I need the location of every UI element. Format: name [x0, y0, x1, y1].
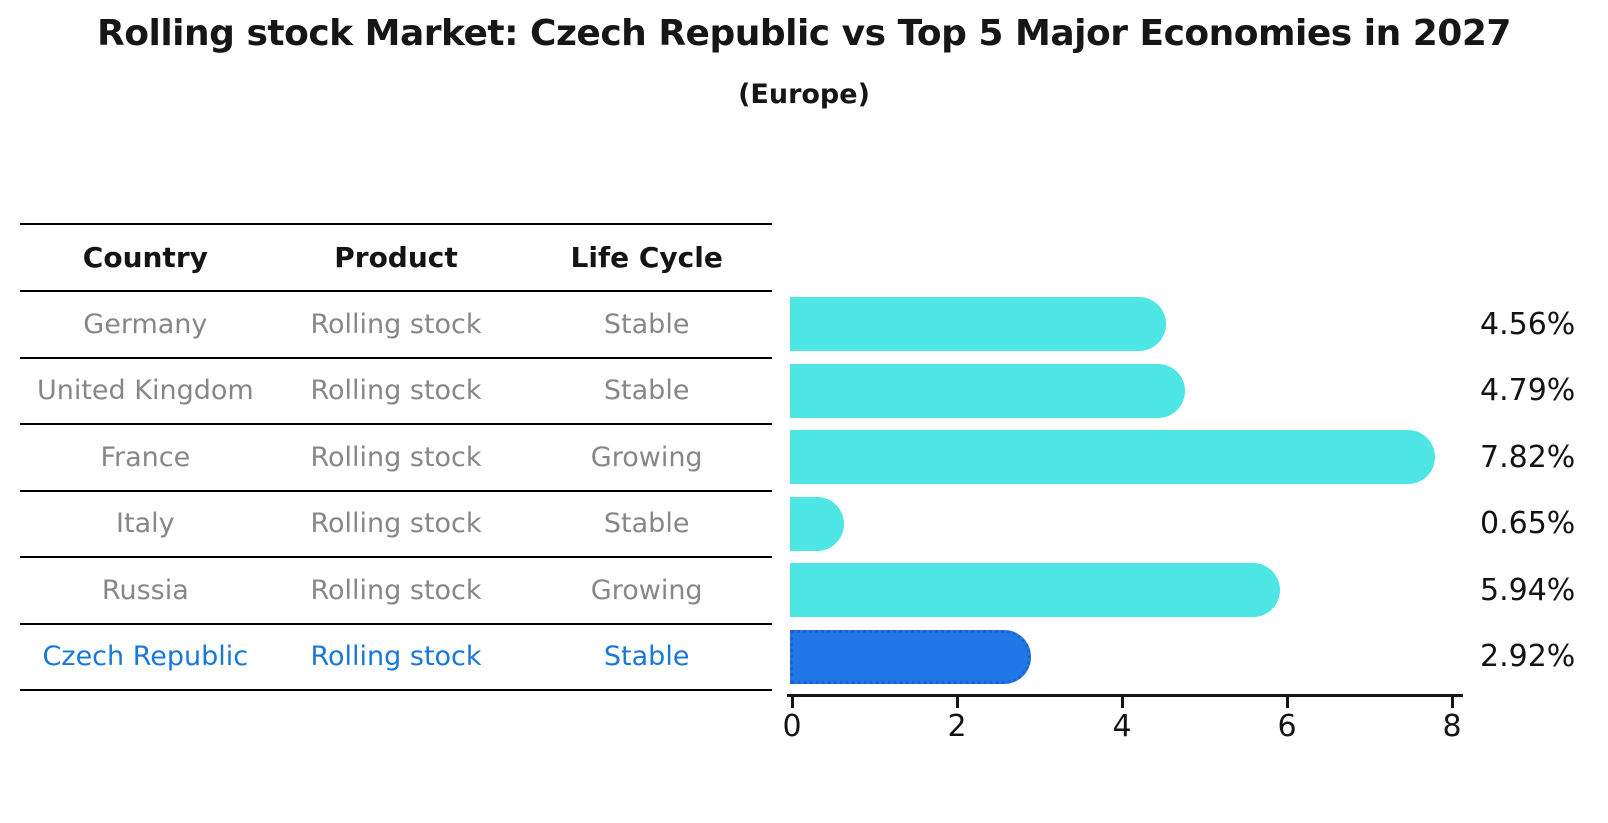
table-header-product: Product	[334, 241, 458, 274]
cell-country: Italy	[116, 508, 175, 540]
bar-france	[790, 430, 1436, 484]
cell-product: Rolling stock	[310, 641, 482, 673]
value-label-russia: 5.94%	[1480, 572, 1576, 608]
table-header-lifecycle: Life Cycle	[570, 241, 723, 274]
cell-country: United Kingdom	[36, 375, 254, 407]
value-label-united-kingdom: 4.79%	[1480, 373, 1576, 409]
bar-czech-republic	[790, 629, 1031, 684]
cell-lifecycle: Stable	[603, 641, 690, 673]
table-row-united-kingdom: United Kingdom Rolling stock Stable	[20, 359, 772, 425]
cell-country: Germany	[83, 308, 208, 340]
x-tick-label-8: 8	[1442, 709, 1462, 744]
cell-product: Rolling stock	[310, 508, 482, 540]
x-tick-8	[1450, 697, 1454, 708]
cell-product: Rolling stock	[310, 441, 482, 473]
cell-lifecycle: Stable	[603, 375, 690, 407]
x-tick-6	[1285, 697, 1289, 708]
table-row-russia: Russia Rolling stock Growing	[20, 558, 772, 625]
table-row-france: France Rolling stock Growing	[20, 425, 772, 492]
cell-lifecycle: Stable	[603, 308, 690, 340]
x-tick-4	[1120, 697, 1124, 708]
bar-russia	[790, 563, 1281, 617]
cell-product: Rolling stock	[310, 574, 482, 606]
x-tick-0	[790, 697, 794, 708]
cell-lifecycle: Growing	[590, 441, 703, 473]
x-tick-label-2: 2	[947, 709, 967, 744]
country-table: Country Product Life Cycle Germany Rollin…	[20, 223, 772, 691]
cell-product: Rolling stock	[310, 375, 482, 407]
table-row-italy: Italy Rolling stock Stable	[20, 492, 772, 558]
value-label-italy: 0.65%	[1480, 506, 1576, 542]
value-label-france: 7.82%	[1480, 439, 1576, 475]
table-row-germany: Germany Rolling stock Stable	[20, 292, 772, 359]
cell-country: Czech Republic	[42, 641, 249, 673]
cell-lifecycle: Stable	[603, 508, 690, 540]
cell-lifecycle: Growing	[590, 574, 703, 606]
value-label-germany: 4.56%	[1480, 306, 1576, 342]
bar-italy	[790, 496, 844, 551]
x-tick-label-6: 6	[1277, 709, 1297, 744]
x-tick-label-4: 4	[1112, 709, 1132, 744]
value-label-czech-republic: 2.92%	[1480, 639, 1576, 675]
table-row-czech-republic: Czech Republic Rolling stock Stable	[20, 625, 772, 691]
table-body: Germany Rolling stock Stable United Kingdom…	[20, 292, 772, 691]
table-header-row: Country Product Life Cycle	[20, 225, 772, 292]
cell-country: Russia	[101, 574, 189, 606]
x-tick-label-0: 0	[782, 709, 802, 744]
chart-subtitle: (Europe)	[738, 79, 870, 110]
chart-title: Rolling stock Market: Czech Republic vs …	[97, 13, 1511, 54]
cell-product: Rolling stock	[310, 308, 482, 340]
table-header-country: Country	[82, 241, 208, 274]
x-tick-2	[955, 697, 959, 708]
bar-germany	[790, 297, 1167, 351]
bar-united-kingdom	[790, 363, 1186, 418]
cell-country: France	[100, 441, 191, 473]
x-axis-line	[787, 694, 1463, 697]
